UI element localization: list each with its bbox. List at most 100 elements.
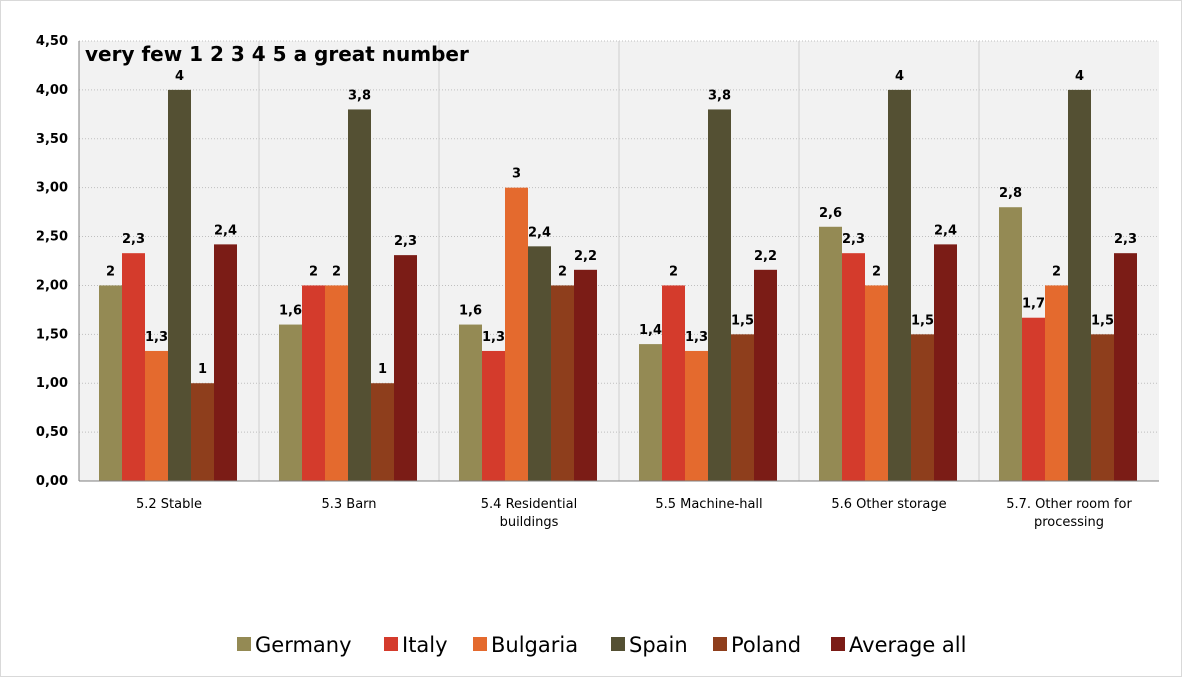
x-tick-label: 5.4 Residential: [481, 497, 577, 512]
bar-poland: [191, 383, 214, 481]
data-label: 2,2: [754, 249, 777, 264]
bar-poland: [731, 334, 754, 481]
data-label: 3,8: [708, 88, 731, 103]
y-tick-label: 0,00: [36, 474, 68, 489]
data-label: 2: [332, 264, 341, 279]
x-tick-label: 5.6 Other storage: [831, 497, 946, 512]
bar-italy: [302, 285, 325, 481]
legend-swatch-spain: [611, 637, 625, 651]
data-label: 1: [198, 362, 207, 377]
bar-bulgaria: [685, 350, 708, 481]
bar-italy: [482, 350, 505, 481]
bar-germany: [999, 207, 1022, 481]
bar-germany: [639, 344, 662, 481]
bar-germany: [819, 226, 842, 481]
bar-spain: [708, 109, 731, 481]
bar-italy: [122, 253, 145, 481]
bar-germany: [279, 324, 302, 481]
bar-poland: [911, 334, 934, 481]
legend-swatch-germany: [237, 637, 251, 651]
bar-spain: [888, 89, 911, 481]
legend-label: Average all: [849, 633, 966, 657]
legend-swatch-average-all: [831, 637, 845, 651]
legend-label: Poland: [731, 633, 801, 657]
x-tick-label: 5.5 Machine-hall: [655, 497, 762, 512]
bar-bulgaria: [325, 285, 348, 481]
legend-swatch-poland: [713, 637, 727, 651]
data-label: 1,3: [145, 330, 168, 345]
bar-average-all: [214, 244, 237, 481]
data-label: 2,3: [394, 234, 417, 249]
data-label: 4: [895, 69, 904, 84]
data-label: 2,6: [819, 206, 842, 221]
bar-germany: [99, 285, 122, 481]
data-label: 1,3: [482, 330, 505, 345]
bar-spain: [1068, 89, 1091, 481]
x-tick-label: processing: [1034, 515, 1104, 530]
y-tick-label: 2,50: [36, 230, 68, 245]
legend-label: Germany: [255, 633, 352, 657]
bar-average-all: [394, 255, 417, 481]
data-label: 2,4: [528, 225, 551, 240]
y-tick-label: 4,00: [36, 83, 68, 98]
data-label: 3: [512, 167, 521, 182]
bar-spain: [348, 109, 371, 481]
data-label: 2: [106, 264, 115, 279]
x-tick-label: buildings: [500, 515, 559, 530]
data-label: 1,6: [459, 304, 482, 319]
y-tick-label: 0,50: [36, 425, 68, 440]
bar-bulgaria: [145, 350, 168, 481]
bar-italy: [842, 253, 865, 481]
x-tick-label: 5.3 Barn: [321, 497, 376, 512]
legend-label: Spain: [629, 633, 688, 657]
data-label: 3,8: [348, 88, 371, 103]
y-tick-label: 1,00: [36, 376, 68, 391]
bar-italy: [1022, 317, 1045, 481]
data-label: 2,3: [1114, 232, 1137, 247]
y-tick-label: 4,50: [36, 34, 68, 49]
bar-poland: [1091, 334, 1114, 481]
data-label: 2: [309, 264, 318, 279]
x-tick-label: 5.7. Other room for: [1006, 497, 1132, 512]
data-label: 2,2: [574, 249, 597, 264]
data-label: 2,4: [934, 223, 957, 238]
data-label: 1,3: [685, 330, 708, 345]
data-label: 1,6: [279, 304, 302, 319]
data-label: 1,5: [911, 313, 934, 328]
data-label: 2,4: [214, 223, 237, 238]
data-label: 1: [378, 362, 387, 377]
bar-italy: [662, 285, 685, 481]
x-tick-label: 5.2 Stable: [136, 497, 202, 512]
bar-poland: [371, 383, 394, 481]
bar-bulgaria: [865, 285, 888, 481]
legend-label: Bulgaria: [491, 633, 578, 657]
bar-average-all: [754, 269, 777, 481]
data-label: 2: [872, 264, 881, 279]
legend-swatch-bulgaria: [473, 637, 487, 651]
data-label: 2,3: [842, 232, 865, 247]
data-label: 2,3: [122, 232, 145, 247]
data-label: 2: [669, 264, 678, 279]
legend-swatch-italy: [384, 637, 398, 651]
bar-spain: [168, 89, 191, 481]
y-tick-label: 3,00: [36, 181, 68, 196]
bar-poland: [551, 285, 574, 481]
data-label: 1,4: [639, 323, 662, 338]
data-label: 4: [175, 69, 184, 84]
data-label: 1,5: [731, 313, 754, 328]
bar-average-all: [934, 244, 957, 481]
bar-bulgaria: [1045, 285, 1068, 481]
y-tick-label: 3,50: [36, 132, 68, 147]
data-label: 1,7: [1022, 297, 1045, 312]
y-tick-label: 2,00: [36, 278, 68, 293]
bar-spain: [528, 246, 551, 481]
bar-average-all: [1114, 253, 1137, 481]
data-label: 2: [558, 264, 567, 279]
data-label: 2,8: [999, 186, 1022, 201]
y-tick-label: 1,50: [36, 327, 68, 342]
chart-title: very few 1 2 3 4 5 a great number: [85, 42, 469, 66]
data-label: 2: [1052, 264, 1061, 279]
data-label: 4: [1075, 69, 1084, 84]
data-label: 1,5: [1091, 313, 1114, 328]
